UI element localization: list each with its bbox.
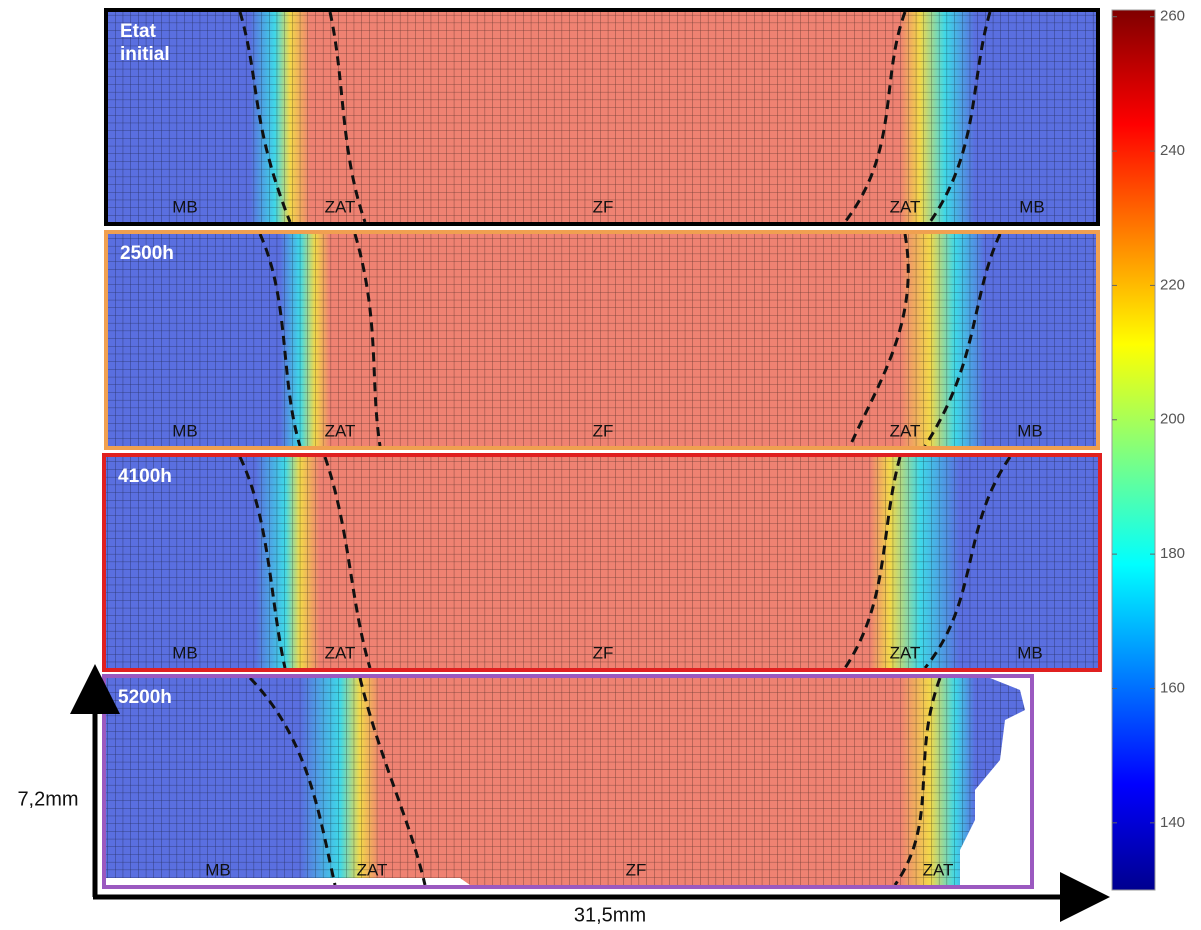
map-grid (106, 10, 1098, 224)
panel-label: 4100h (118, 466, 172, 487)
panel: MB ZAT ZF ZAT MB (104, 8, 1100, 226)
panel-label: 2500h (120, 243, 174, 264)
zone-boundary (238, 11, 292, 223)
zone-label: ZAT (890, 421, 921, 440)
panels: MB ZAT ZF ZAT MB MB ZAT ZF ZAT MB MB ZAT ZF ZAT MB MB ZA… (102, 8, 1102, 889)
panel-border (104, 230, 1100, 450)
zone-label: ZAT (325, 197, 356, 216)
missing-area (960, 678, 1030, 885)
colorbar (1111, 9, 1156, 891)
colorbar-ticks: 140 160 180 200 220 240 260 (1112, 8, 1185, 831)
zone-boundary (323, 456, 372, 669)
zone-boundary (258, 233, 302, 447)
zone-label: MB (205, 860, 231, 879)
panel: MB ZAT ZF ZAT MB (104, 230, 1100, 450)
zone-boundary (928, 11, 992, 223)
panel-label: 5200h (118, 687, 172, 708)
colorbar-tick-label: 220 (1160, 276, 1185, 293)
zone-boundary (848, 233, 910, 447)
zone-label: ZAT (923, 860, 954, 879)
panel-border (102, 453, 1102, 672)
panel: MB ZAT ZF ZAT MB (102, 453, 1102, 672)
zone-label: ZAT (325, 421, 356, 440)
zone-label: ZAT (890, 197, 921, 216)
missing-area (106, 878, 470, 885)
zone-label: ZAT (357, 860, 388, 879)
zone-label: ZF (593, 643, 614, 662)
map-grid (104, 676, 1032, 887)
zone-boundary (328, 11, 367, 223)
zone-boundary (923, 456, 1012, 669)
colorbar-tick-label: 200 (1160, 411, 1185, 428)
colorbar-tick-label: 240 (1160, 142, 1185, 159)
colorbar-tick-label: 260 (1160, 8, 1185, 25)
zone-label: MB (172, 197, 198, 216)
panel-label: Etat initial (120, 21, 170, 65)
zone-label: MB (172, 643, 198, 662)
zone-label: ZAT (325, 643, 356, 662)
panel: MB ZAT ZF ZAT (102, 674, 1034, 889)
map-grid (106, 232, 1098, 448)
height-label: 7,2mm (17, 788, 78, 810)
zone-boundary (358, 677, 427, 886)
colorbar-tick-label: 180 (1160, 545, 1185, 562)
map-grid (104, 455, 1100, 670)
zone-boundary (893, 677, 942, 886)
zone-boundary (353, 233, 382, 447)
zone-boundary (843, 11, 907, 223)
zone-label: MB (1017, 421, 1043, 440)
zone-label: MB (1019, 197, 1045, 216)
zone-label: MB (1017, 643, 1043, 662)
zone-label: ZAT (890, 643, 921, 662)
zone-label: ZF (593, 197, 614, 216)
width-label: 31,5mm (574, 904, 646, 926)
zone-boundary (238, 456, 287, 669)
zone-label: MB (172, 421, 198, 440)
colorbar-tick-label: 140 (1160, 814, 1185, 831)
panel-border (102, 674, 1034, 889)
zone-label: ZF (593, 421, 614, 440)
colorbar-tick-label: 160 (1160, 679, 1185, 696)
zone-boundary (248, 676, 337, 886)
panel-border (104, 8, 1100, 226)
zone-boundary (843, 456, 902, 669)
zone-label: ZF (626, 860, 647, 879)
